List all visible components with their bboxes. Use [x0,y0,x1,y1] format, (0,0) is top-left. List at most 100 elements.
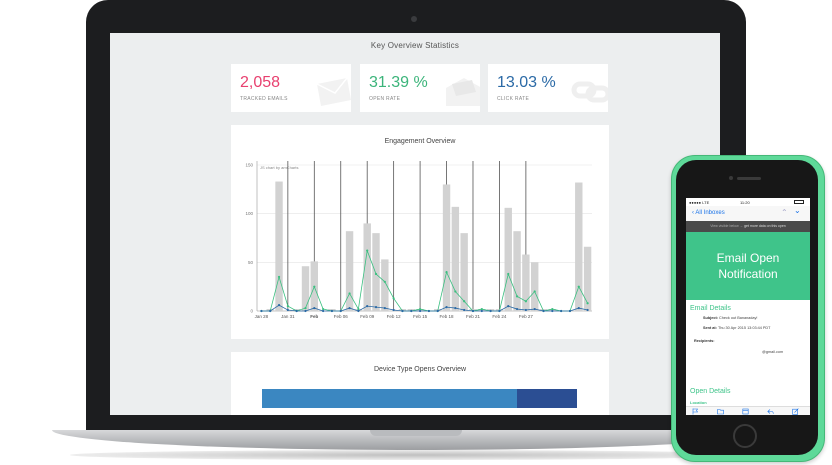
series-point-opens [366,249,369,252]
archive-icon[interactable] [742,408,749,415]
chevron-down-icon[interactable]: ⌄ [794,206,801,215]
subject-value: Check out Bananaday! [719,316,758,320]
series-point-opens [480,307,483,311]
device-bar-mobile[interactable] [517,389,577,408]
series-point-opens [392,297,395,300]
series-point-clicks [260,309,263,313]
x-tick-label: Feb 21 [466,314,481,319]
status-bar: ●●●●● LTE 11:20 [686,198,810,206]
bar [513,231,521,311]
series-point-opens [357,307,360,311]
bar [372,233,380,311]
series-point-clicks [401,309,404,313]
bar [460,233,468,311]
bar [451,206,460,311]
engagement-title: Engagement Overview [384,138,456,145]
recipients-value[interactable]: @gmail.com [762,350,784,354]
sent-label: Sent at: [703,326,717,330]
device-type-panel: Device Type Opens Overview [231,352,609,415]
stat-card-open-rate[interactable]: 31.39 % OPEN RATE [360,64,480,112]
bar [363,223,371,311]
compose-icon[interactable] [792,408,799,415]
page-title: Key Overview Statistics [370,41,460,50]
series-point-clicks [480,309,483,313]
series-point-opens [524,300,527,303]
series-point-clicks [313,306,316,310]
x-tick-label: Feb 18 [440,314,455,319]
flag-icon[interactable] [692,408,699,415]
series-point-opens [507,272,510,276]
series-point-opens [454,290,457,293]
stat-value: 2,058 [240,74,281,91]
device-bar-desktop[interactable] [262,389,577,408]
series-point-clicks [436,309,439,313]
x-tick-label: Jan 31 [281,314,295,319]
series-point-clicks [277,304,281,307]
banner-link[interactable]: get more data on this open [744,224,786,228]
series-point-opens [286,305,289,308]
sent-value: Thu 30 Apr 2015 13:03:44 PDT [717,326,771,330]
reply-icon[interactable] [767,408,774,415]
sent-row: Sent at: Thu 30 Apr 2015 13:03:44 PDT [703,326,771,330]
series-point-clicks [330,309,334,313]
series-point-clicks [286,308,289,312]
y-tick-label: 150 [245,163,253,168]
series-point-clicks [551,309,554,313]
banner-text: View visible below → [710,224,744,228]
series-point-opens [304,306,307,310]
x-tick-label: Feb 12 [387,314,402,319]
x-tick-label: Feb 06 [334,314,349,319]
bar [275,181,283,311]
series-point-opens [418,307,422,311]
open-details-title: Open Details [690,388,731,395]
series-point-opens [551,307,554,311]
series-point-clicks [463,308,466,312]
stat-label: OPEN RATE [369,96,401,102]
series-point-clicks [374,306,378,309]
home-button[interactable] [733,424,757,448]
stat-value: 13.03 % [497,74,556,91]
laptop-base [52,430,780,450]
stat-label: TRACKED EMAILS [240,96,288,102]
battery-icon [794,200,804,204]
chart-credit: JS chart by amCharts [260,165,298,170]
series-point-opens [533,290,536,293]
series-point-clicks [586,308,589,312]
series-point-clicks [533,307,536,311]
series-point-opens [515,295,519,298]
recipients-label: Recipients: [694,339,715,343]
series-point-opens [374,272,378,276]
series-point-clicks [577,306,580,310]
bar [583,246,592,311]
bar [381,259,389,311]
folder-icon[interactable] [717,408,724,415]
x-tick-label: Feb 27 [519,314,534,319]
series-point-opens [577,285,580,288]
series-point-clicks [295,309,298,313]
laptop-shadow [70,450,760,460]
bar [575,182,583,311]
open-banner[interactable]: View visible below → get more data on th… [686,221,810,232]
series-point-opens [313,285,316,288]
series-point-clicks [489,309,492,313]
x-tick-label: Feb 24 [492,314,507,319]
back-to-inboxes-link[interactable]: ‹ All Inboxes [692,210,725,216]
series-point-clicks [418,309,422,313]
series-point-clicks [366,305,369,308]
recipients-row: Recipients: [694,339,714,343]
carrier-label: ●●●●● LTE [689,200,710,205]
subject-label: Subject: [703,316,718,320]
envelope-icon [316,77,351,106]
stat-card-click-rate[interactable]: 13.03 % CLICK RATE [488,64,608,112]
link-icon [571,81,608,103]
series-point-clicks [339,309,342,313]
phone-screen: ●●●●● LTE 11:20 ‹ All Inboxes ⌃ ⌄ View v… [686,198,810,415]
engagement-chart[interactable]: 0 50 100 150 Jan 28 Jan 31 Feb Feb 06 Feb 09 Feb … [231,125,609,339]
chevron-up-icon[interactable]: ⌃ [781,208,788,217]
y-tick-label: 50 [248,260,254,265]
stat-card-tracked-emails[interactable]: 2,058 TRACKED EMAILS [231,64,351,112]
series-point-clicks [568,309,572,313]
series-line-clicks [261,304,588,312]
series-point-clicks [542,309,545,313]
y-tick-label: 0 [250,309,253,314]
